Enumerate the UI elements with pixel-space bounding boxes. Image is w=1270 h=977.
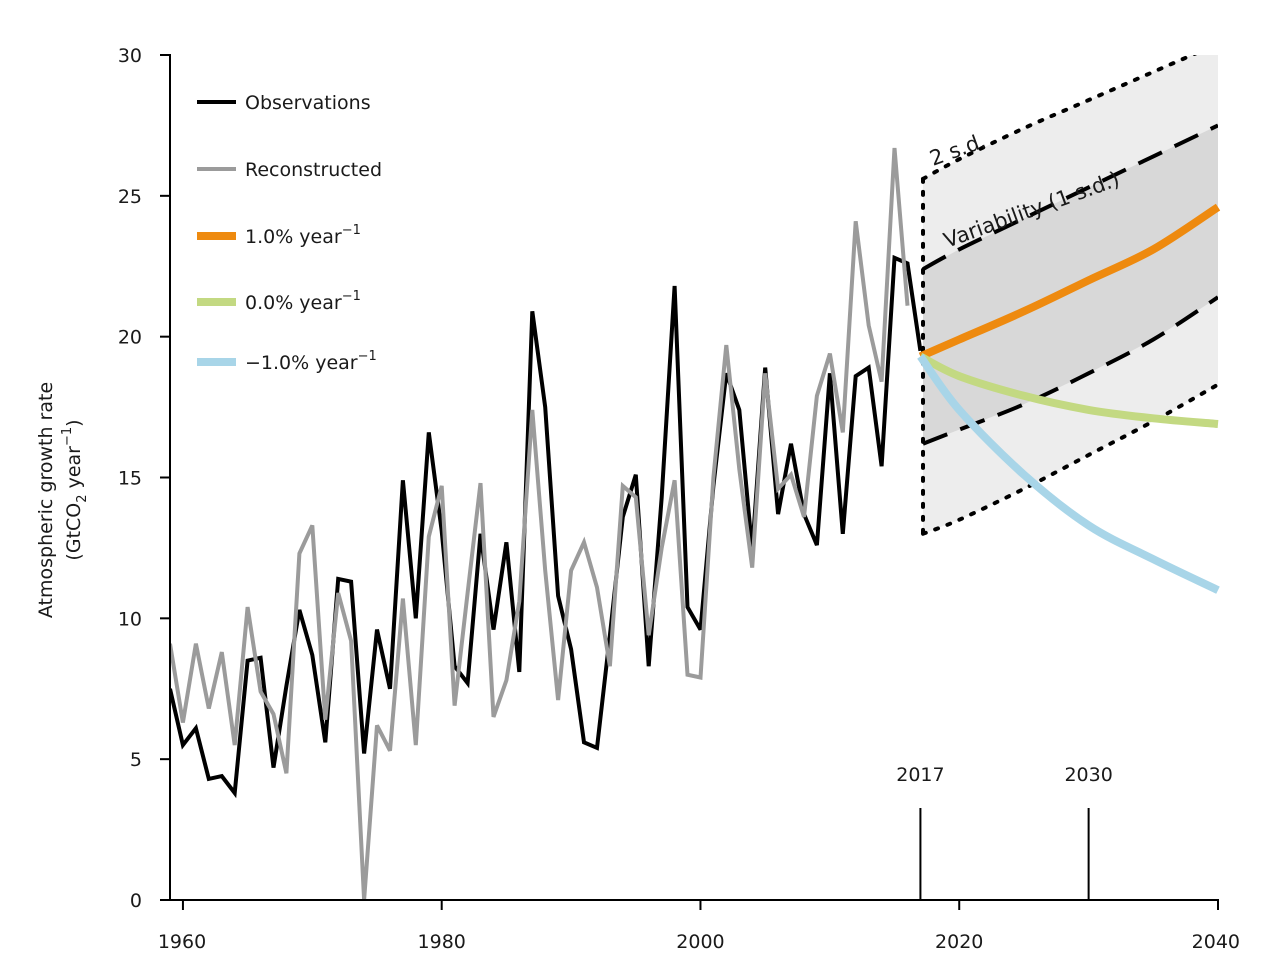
legend-label-growth_zero: 0.0% year−1 bbox=[245, 289, 361, 314]
band-1sd-lower-line bbox=[922, 295, 1218, 446]
series-observations bbox=[170, 254, 923, 799]
x-tick-label-2000: 2000 bbox=[676, 931, 724, 953]
x-tick-label-1980: 1980 bbox=[418, 931, 466, 953]
x-tick-label-2020: 2020 bbox=[935, 931, 983, 953]
x-tick-label-2040: 2040 bbox=[1192, 931, 1240, 953]
marker-label-2017: 2017 bbox=[896, 764, 944, 786]
year-markers: 2017 2030 bbox=[896, 764, 1113, 900]
y-tick-label-20: 20 bbox=[118, 327, 142, 349]
legend: Observations Reconstructed 1.0% year−1 0.0%… bbox=[197, 92, 382, 374]
y-tick-label-10: 10 bbox=[118, 608, 142, 630]
y-tick-label-30: 30 bbox=[118, 45, 142, 67]
y-tick-label-15: 15 bbox=[118, 468, 142, 490]
series-lines bbox=[170, 147, 923, 901]
projection-lines bbox=[917, 203, 1221, 594]
y-axis-title: Atmospheric growth rate (GtCO2 year−1) bbox=[35, 382, 90, 618]
y-tick-label-0: 0 bbox=[130, 890, 142, 912]
legend-label-reconstructed: Reconstructed bbox=[245, 159, 382, 181]
legend-label-growth_plus1: 1.0% year−1 bbox=[245, 223, 361, 248]
y-axis-title-line1: Atmospheric growth rate bbox=[35, 382, 57, 618]
marker-label-2030: 2030 bbox=[1064, 764, 1112, 786]
legend-label-growth_minus1: −1.0% year−1 bbox=[245, 349, 377, 374]
series-growth_zero bbox=[918, 352, 1219, 428]
y-tick-label-25: 25 bbox=[118, 186, 142, 208]
series-growth_minus1 bbox=[917, 354, 1220, 594]
band-2sd-upper-line bbox=[921, 55, 1198, 181]
x-tick-label-1960: 1960 bbox=[158, 931, 206, 953]
axes bbox=[160, 54, 1219, 910]
series-growth_plus1 bbox=[918, 203, 1221, 361]
y-tick-label-5: 5 bbox=[130, 749, 142, 771]
legend-label-observations: Observations bbox=[245, 92, 371, 114]
band-1sd bbox=[923, 125, 1218, 444]
series-reconstructed bbox=[170, 147, 910, 901]
band-2sd-lower-line bbox=[921, 382, 1218, 536]
tick-labels: 0 5 10 15 20 25 30 1960 1980 2000 2020 2040 bbox=[118, 45, 1240, 953]
band-1sd-upper-line bbox=[922, 123, 1218, 271]
y-axis-title-line2: (GtCO2 year−1) bbox=[60, 419, 90, 560]
